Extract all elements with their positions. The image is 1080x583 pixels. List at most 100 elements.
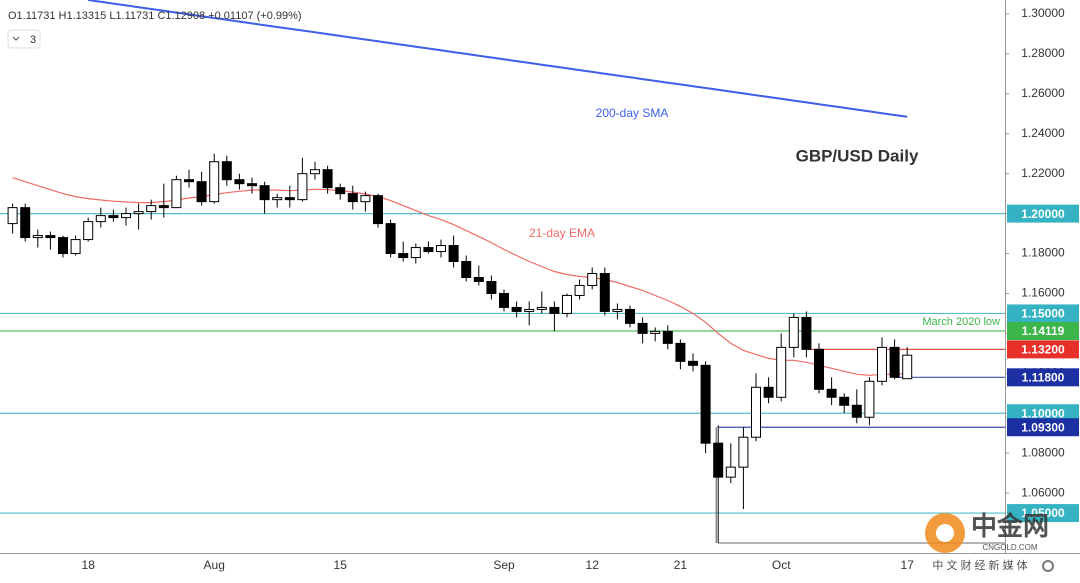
y-tick-label: 1.24000: [1021, 126, 1065, 140]
candle-body: [423, 247, 434, 253]
candle-body: [184, 179, 194, 183]
candle-body: [499, 292, 509, 308]
settings-icon[interactable]: [1042, 560, 1054, 572]
indicator-toggle[interactable]: [7, 29, 41, 49]
candle-body: [839, 396, 850, 406]
candle-body: [826, 388, 837, 398]
candle-body: [171, 179, 182, 209]
candle-body: [32, 235, 43, 239]
candle-body: [637, 322, 648, 334]
y-tick-label: 1.28000: [1021, 46, 1065, 60]
candle-body: [864, 380, 875, 418]
candle-body: [247, 183, 257, 187]
candle-body: [108, 215, 119, 219]
candle-body: [158, 205, 169, 209]
candle-body: [461, 261, 472, 278]
candle-body: [574, 284, 585, 296]
level-label-box: [1007, 368, 1079, 387]
candle-body: [851, 404, 862, 418]
candle-body: [902, 354, 913, 380]
y-tick-label: 1.16000: [1021, 286, 1065, 300]
candle-body: [713, 442, 724, 478]
candle-body: [221, 161, 232, 181]
candle-body: [70, 239, 81, 255]
candle-body: [45, 235, 56, 239]
candle-body: [272, 197, 283, 201]
level-label-box: [1007, 204, 1079, 223]
candle-body: [738, 436, 749, 468]
candle-body: [889, 346, 900, 378]
level-note: March 2020 low: [922, 316, 1000, 328]
chevron-icon: [12, 36, 20, 41]
y-tick-label: 1.26000: [1021, 86, 1065, 100]
x-tick-label: 15: [334, 558, 348, 572]
level-label-box: [1007, 404, 1079, 423]
ohlc-header: O1.11731 H1.13315 L1.11731 C1.12908 +0.0…: [8, 10, 302, 22]
y-tick-label: 1.22000: [1021, 166, 1065, 180]
chart-title: GBP/USD Daily: [796, 146, 919, 165]
y-tick-label: 1.18000: [1021, 246, 1065, 260]
candle-body: [788, 316, 799, 348]
x-tick-label: 17: [901, 558, 915, 572]
watermark-site: CNGOLD.COM: [982, 543, 1037, 552]
candle-body: [725, 466, 736, 478]
candle-body: [662, 330, 673, 344]
watermark-brand: 中金网: [971, 511, 1049, 541]
candle-body: [877, 346, 887, 382]
candle-body: [7, 207, 18, 225]
candle-body: [599, 273, 610, 312]
level-label: 1.14119: [1022, 324, 1065, 338]
candle-body: [751, 386, 761, 438]
indicator-lines: [12, 0, 908, 376]
level-label-box: [1007, 418, 1079, 437]
candle-body: [700, 364, 711, 444]
indicator-label: 21-day EMA: [529, 226, 595, 240]
candle-body: [347, 193, 358, 203]
level-label: 1.11800: [1022, 370, 1065, 384]
candle-body: [259, 185, 270, 201]
candle-body: [121, 213, 131, 219]
x-tick-label: Oct: [772, 558, 791, 572]
candle-body: [410, 247, 421, 259]
candle-body: [58, 237, 68, 255]
candle-body: [486, 280, 497, 294]
indicator-line: [12, 177, 908, 376]
candle-body: [473, 276, 484, 282]
candle-body: [524, 308, 535, 312]
candle-body: [95, 215, 106, 223]
candle-body: [536, 306, 547, 310]
level-label-box: [1007, 504, 1079, 523]
indicator-line: [88, 0, 908, 118]
x-tick-label: Sep: [493, 558, 515, 572]
candles: [7, 153, 913, 544]
candle-body: [133, 211, 144, 215]
indicator-count: 3: [30, 34, 36, 46]
y-tick-label: 1.08000: [1021, 445, 1065, 459]
level-label-box: [1007, 322, 1079, 341]
level-label-box: [1007, 304, 1079, 323]
watermark-slogan: 中 文 财 经 新 媒 体: [932, 558, 1027, 572]
candle-body: [322, 169, 333, 189]
candle-body: [373, 195, 383, 225]
candle-body: [650, 330, 661, 334]
candle-body: [297, 173, 308, 201]
x-tick-label: 21: [674, 558, 688, 572]
level-label: 1.15000: [1021, 307, 1065, 321]
x-tick-label: Aug: [204, 558, 225, 572]
level-label: 1.20000: [1021, 207, 1065, 221]
watermark-logo-inner: [936, 524, 954, 542]
candle-body: [511, 306, 522, 312]
candle-body: [83, 221, 94, 241]
candle-body: [675, 342, 686, 362]
candle-body: [688, 360, 698, 366]
candle-body: [209, 161, 220, 203]
candle-body: [20, 207, 31, 239]
candle-body: [385, 223, 396, 255]
candle-body: [549, 306, 560, 314]
candle-body: [436, 245, 446, 253]
level-label-box: [1007, 340, 1079, 359]
indicator-label: 200-day SMA: [596, 106, 669, 120]
